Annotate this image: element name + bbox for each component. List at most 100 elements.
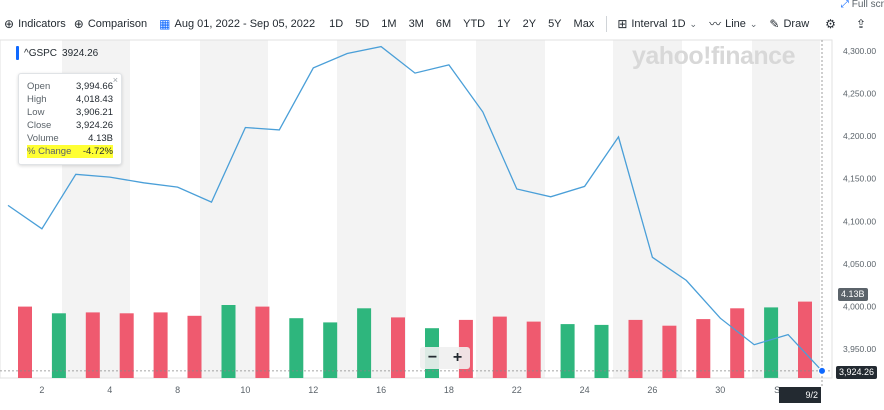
tooltip-value: -4.72% xyxy=(82,146,113,157)
tooltip-value: 4.13B xyxy=(88,133,113,144)
tooltip-label: Close xyxy=(27,120,52,131)
date-range-label: Aug 01, 2022 - Sep 05, 2022 xyxy=(174,18,316,30)
volume-bar xyxy=(798,301,812,378)
tooltip-label: Open xyxy=(27,81,51,92)
range-button-2y[interactable]: 2Y xyxy=(522,18,537,30)
interval-dropdown[interactable]: ⊞ Interval 1D ⌄ xyxy=(613,18,701,30)
volume-bar xyxy=(696,319,711,378)
chart-type-dropdown[interactable]: 〰 Line ⌄ xyxy=(705,18,761,30)
tooltip-value: 3,924.26 xyxy=(76,120,113,131)
tooltip-label: Volume xyxy=(27,133,59,144)
zoom-in-button[interactable]: + xyxy=(452,349,463,366)
tooltip-label: % Change xyxy=(27,146,72,157)
tooltip-row: Low 3,906.21 xyxy=(27,106,113,119)
candlestick-icon: ⊞ xyxy=(617,17,628,31)
interval-label: Interval xyxy=(631,18,668,30)
y-tick-label: 4,050.00 xyxy=(843,259,876,269)
draw-label: Draw xyxy=(783,18,810,30)
tooltip-row: Open 3,994.66 xyxy=(27,80,113,93)
close-icon[interactable]: × xyxy=(112,75,118,85)
zoom-out-button[interactable]: − xyxy=(427,349,438,366)
comparison-label: Comparison xyxy=(87,18,148,30)
volume-bar xyxy=(289,318,304,378)
range-button-5d[interactable]: 5D xyxy=(355,18,370,30)
tooltip-label: Low xyxy=(27,107,45,118)
full-screen-label: Full scr xyxy=(851,0,884,10)
x-tick-label: 8 xyxy=(175,385,180,395)
volume-bar xyxy=(323,322,338,378)
volume-bar xyxy=(187,315,202,379)
volume-bar xyxy=(119,313,134,378)
x-tick-label: 24 xyxy=(580,385,590,395)
full-screen-button[interactable]: ⤢ Full scr xyxy=(841,0,884,10)
volume-bar xyxy=(391,317,405,378)
chevron-down-icon: ⌄ xyxy=(749,18,758,29)
chevron-down-icon: ⌄ xyxy=(689,18,698,29)
x-tick-label: 30 xyxy=(715,385,725,395)
chart-frame xyxy=(0,39,833,379)
pencil-icon: ✎ xyxy=(769,17,780,31)
volume-bar xyxy=(594,324,609,378)
tooltip-value: 4,018.43 xyxy=(76,94,113,105)
toolbar-divider xyxy=(606,16,608,32)
chart-toolbar: ⊕ Indicators ⊕ Comparison ▦ Aug 01, 2022… xyxy=(0,12,884,36)
date-range-picker[interactable]: ▦ Aug 01, 2022 - Sep 05, 2022 xyxy=(155,18,319,30)
volume-bar xyxy=(51,313,66,378)
plus-circle-icon: ⊕ xyxy=(4,17,15,31)
y-tick-label: 4,000.00 xyxy=(843,301,876,311)
y-tick-label: 4,250.00 xyxy=(843,89,876,99)
calendar-icon: ▦ xyxy=(159,17,171,31)
range-button-3m[interactable]: 3M xyxy=(408,18,424,30)
volume-badge: 4.13B xyxy=(838,288,868,301)
x-tick-label: 2 xyxy=(39,385,44,395)
share-button[interactable]: ⇪ xyxy=(852,18,870,30)
range-button-max[interactable]: Max xyxy=(573,18,595,30)
tooltip-value: 3,994.66 xyxy=(76,81,113,92)
tooltip-row: Close 3,924.26 xyxy=(27,119,113,132)
date-badge: 9/2 xyxy=(779,387,821,403)
settings-button[interactable]: ⚙ xyxy=(821,18,840,30)
ticker-price: 3924.26 xyxy=(62,47,99,59)
comparison-button[interactable]: ⊕ Comparison xyxy=(70,18,151,30)
volume-bar xyxy=(662,325,677,378)
range-button-1d[interactable]: 1D xyxy=(329,18,344,30)
range-button-6m[interactable]: 6M xyxy=(435,18,452,30)
range-button-ytd[interactable]: YTD xyxy=(463,18,486,30)
tooltip-row: High 4,018.43 xyxy=(27,93,113,106)
zoom-control: − + xyxy=(420,347,470,369)
x-tick-label: 4 xyxy=(107,385,112,395)
ticker-symbol: ^GSPC xyxy=(24,47,58,59)
x-tick-label: 22 xyxy=(512,385,522,395)
expand-icon: ⤢ xyxy=(840,0,849,10)
volume-bar xyxy=(357,308,372,378)
share-icon: ⇪ xyxy=(855,17,866,31)
x-tick-label: 18 xyxy=(444,385,454,395)
price-badge: 3,924.26 xyxy=(836,366,878,379)
indicators-label: Indicators xyxy=(18,18,66,30)
volume-bar xyxy=(628,319,643,378)
grid-band xyxy=(613,40,682,378)
range-button-1m[interactable]: 1M xyxy=(381,18,397,30)
y-tick-label: 4,100.00 xyxy=(843,216,876,226)
volume-bar xyxy=(221,305,236,378)
price-line xyxy=(7,45,823,372)
volume-bar xyxy=(153,312,168,378)
volume-bar xyxy=(764,307,779,378)
x-tick-label: 26 xyxy=(647,385,657,395)
indicators-button[interactable]: ⊕ Indicators xyxy=(0,18,70,30)
volume-bar xyxy=(730,308,745,378)
volume-bar xyxy=(526,321,541,378)
volume-bar xyxy=(85,312,100,378)
tooltip-label: High xyxy=(27,94,47,105)
range-button-1y[interactable]: 1Y xyxy=(497,18,511,30)
yahoo-finance-watermark: yahoo!finance xyxy=(632,42,795,70)
ticker-tag[interactable]: ^GSPC 3924.26 xyxy=(16,45,98,61)
x-tick-label: 16 xyxy=(376,385,386,395)
draw-button[interactable]: ✎ Draw xyxy=(765,18,813,30)
line-chart-icon: 〰 xyxy=(709,17,722,31)
y-tick-label: 4,150.00 xyxy=(843,174,876,184)
series-color-marker xyxy=(16,46,19,60)
tooltip-row: % Change -4.72% xyxy=(27,145,113,158)
range-button-5y[interactable]: 5Y xyxy=(548,18,562,30)
y-tick-label: 4,200.00 xyxy=(843,131,876,141)
